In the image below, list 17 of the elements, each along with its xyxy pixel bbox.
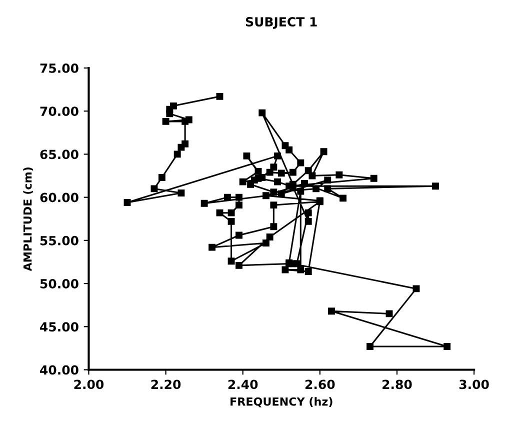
chart-title: SUBJECT 1 [246,17,317,29]
y-tick-label: 50.00 [40,279,78,288]
y-tick-label: 75.00 [40,63,78,73]
x-tick-label: 2.80 [382,380,412,390]
y-tick-label: 55.00 [40,236,78,246]
x-tick-label: 2.60 [305,380,335,390]
x-tick-label: 2.00 [74,380,104,390]
x-tick-label: 2.40 [228,380,258,390]
y-tick-label: 65.00 [40,150,78,160]
x-axis-title: FREQUENCY (hz) [230,397,332,408]
y-axis-title: AMPLITUDE (cm) [23,168,34,272]
y-tick-label: 45.00 [40,322,78,332]
x-tick-label: 3.00 [459,380,489,390]
y-tick-label: 60.00 [40,192,78,202]
y-tick-label: 70.00 [40,106,78,116]
y-tick-label: 40.00 [40,365,78,375]
x-tick-label: 2.20 [151,380,181,390]
